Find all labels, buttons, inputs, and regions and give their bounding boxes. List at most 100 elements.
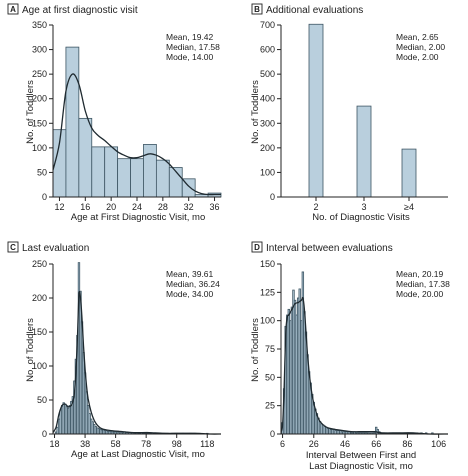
panel-b-badge: [251, 3, 263, 15]
panel-c-xtick-label-0: 18: [50, 439, 60, 449]
panel-a: A Age at first diagnostic visit Mean, 19…: [7, 3, 222, 223]
panel-a-ytick-label-3: 150: [32, 118, 47, 128]
panel-a-xtick-label-6: 36: [210, 202, 220, 212]
panel-c-ytick-label-5: 250: [32, 259, 47, 269]
panel-a-density-curve: [52, 73, 221, 196]
panel-c-ytick-label-0: 0: [42, 429, 47, 439]
panel-a-bar-3: [91, 146, 106, 198]
panel-a-ytick-label-6: 300: [32, 45, 47, 55]
panel-a-bar-2: [78, 117, 93, 198]
panel-b-ytick-label-7: 700: [260, 20, 275, 30]
panel-a-ytick-label-5: 250: [32, 69, 47, 79]
panel-a-ytick-label-2: 100: [32, 143, 47, 153]
panel-c-stat-median: Median, 36.24: [166, 279, 220, 289]
panel-d-bars: [281, 271, 434, 435]
panel-b-bar-2: [401, 148, 417, 198]
panel-c-xtick-label-1: 38: [80, 439, 90, 449]
panel-b-ytick-label-6: 600: [260, 45, 275, 55]
panel-d-ytick-label-2: 50: [265, 372, 275, 382]
panel-d: D Interval between evaluations Mean, 20.…: [250, 241, 450, 472]
panel-c: C Last evaluation Mean, 39.61 Median, 36…: [7, 241, 222, 460]
panel-c-title: Last evaluation: [22, 243, 89, 254]
panel-b-ytick-label-0: 0: [270, 192, 275, 202]
panel-a-bar-4: [104, 146, 119, 198]
panel-c-letter: C: [10, 243, 16, 252]
panel-a-bar-7: [143, 144, 157, 198]
panel-b-bars: [308, 23, 417, 198]
panel-a-ytick-label-1: 50: [37, 167, 47, 177]
panel-a-stat-mean: Mean, 19.42: [166, 32, 214, 42]
panel-b-stat-median: Median, 2.00: [396, 42, 445, 52]
panel-a-xlabel: Age at First Diagnostic Visit, mo: [71, 212, 205, 223]
panel-c-ytick-label-4: 200: [32, 293, 47, 303]
panel-b-title: Additional evaluations: [266, 5, 363, 16]
panel-b-stats: Mean, 2.65 Median, 2.00 Mode, 2.00: [396, 32, 445, 62]
panel-d-ytick-label-6: 150: [260, 259, 275, 269]
panel-b-bar-0: [308, 23, 324, 198]
panel-d-xtick-label-0: 6: [280, 439, 285, 449]
panel-d-xtick-label-3: 66: [371, 439, 381, 449]
panel-b-ytick-label-4: 400: [260, 94, 275, 104]
panel-a-xtick-label-0: 12: [54, 202, 64, 212]
panel-a-title: Age at first diagnostic visit: [22, 5, 138, 16]
panel-c-xtick-label-2: 58: [111, 439, 121, 449]
panel-a-stats: Mean, 19.42 Median, 17.58 Mode, 14.00: [166, 32, 220, 62]
panel-b-ytick-label-1: 100: [260, 167, 275, 177]
panel-d-badge: [251, 241, 263, 253]
panel-a-bars: [52, 46, 222, 198]
panel-b-ytick-label-2: 200: [260, 143, 275, 153]
panel-d-stat-mean: Mean, 20.19: [396, 269, 444, 279]
panel-a-xtick-label-5: 32: [184, 202, 194, 212]
panel-d-xlabel-line1: Interval Between First and: [306, 450, 416, 461]
panel-a-stat-mode: Mode, 14.00: [166, 52, 214, 62]
panel-a-ytick-label-4: 200: [32, 94, 47, 104]
panel-d-xtick-label-4: 86: [402, 439, 412, 449]
panel-d-density-curve: [280, 296, 449, 435]
panel-b-bar-1: [356, 105, 372, 198]
panel-c-density-curve: [52, 290, 222, 435]
panel-d-xlabel-line2: Last Diagnostic Visit, mo: [309, 461, 413, 472]
panel-b-xtick-label-0: 2: [313, 202, 318, 212]
panel-a-bar-1: [65, 46, 80, 198]
panel-c-ylabel: No. of Toddlers: [25, 318, 36, 382]
panel-d-ytick-label-3: 75: [265, 344, 275, 354]
panel-d-xtick-label-2: 46: [340, 439, 350, 449]
panel-c-badge: [7, 241, 19, 253]
panel-b-xtick-label-2: ≥4: [404, 202, 414, 212]
panel-a-xtick-label-4: 28: [158, 202, 168, 212]
panel-d-ytick-label-1: 25: [265, 401, 275, 411]
panel-c-ytick-label-1: 50: [37, 395, 47, 405]
panel-d-ytick-label-5: 125: [260, 287, 275, 297]
panel-b-xtick-label-1: 3: [361, 202, 366, 212]
panel-a-badge: [7, 3, 19, 15]
panel-d-stat-median: Median, 17.38: [396, 279, 450, 289]
panel-d-stat-mode: Mode, 20.00: [396, 289, 444, 299]
panel-d-xtick-label-5: 106: [431, 439, 446, 449]
panel-c-xtick-label-5: 118: [200, 439, 214, 449]
panel-c-xlabel: Age at Last Diagnostic Visit, mo: [71, 449, 205, 460]
panel-b-ytick-label-3: 300: [260, 118, 275, 128]
panel-d-ytick-label-0: 0: [270, 429, 275, 439]
panel-b-letter: B: [254, 5, 260, 14]
panel-a-ytick-label-0: 0: [42, 192, 47, 202]
panel-a-bar-6: [130, 158, 144, 198]
panel-a-letter: A: [10, 5, 16, 14]
panel-d-letter: D: [254, 243, 260, 252]
panel-c-xtick-label-3: 78: [141, 439, 151, 449]
panel-a-xtick-label-3: 24: [132, 202, 142, 212]
panel-b-ytick-label-5: 500: [260, 69, 275, 79]
panel-d-stats: Mean, 20.19 Median, 17.38 Mode, 20.00: [396, 269, 450, 299]
panel-b-stat-mean: Mean, 2.65: [396, 32, 439, 42]
panel-b: B Additional evaluations Mean, 2.65 Medi…: [250, 3, 448, 223]
panel-c-stat-mode: Mode, 34.00: [166, 289, 214, 299]
panel-a-stat-median: Median, 17.58: [166, 42, 220, 52]
panel-c-stats: Mean, 39.61 Median, 36.24 Mode, 34.00: [166, 269, 220, 299]
panel-d-ytick-label-4: 100: [260, 316, 275, 326]
panel-b-ylabel: No. of Toddlers: [250, 80, 261, 144]
panel-d-ylabel: No. of Toddlers: [250, 318, 261, 382]
panel-a-ytick-label-7: 350: [32, 20, 47, 30]
panel-a-xtick-label-2: 20: [106, 202, 116, 212]
panel-a-ylabel: No. of Toddlers: [25, 80, 36, 144]
panel-a-bar-5: [117, 158, 131, 198]
